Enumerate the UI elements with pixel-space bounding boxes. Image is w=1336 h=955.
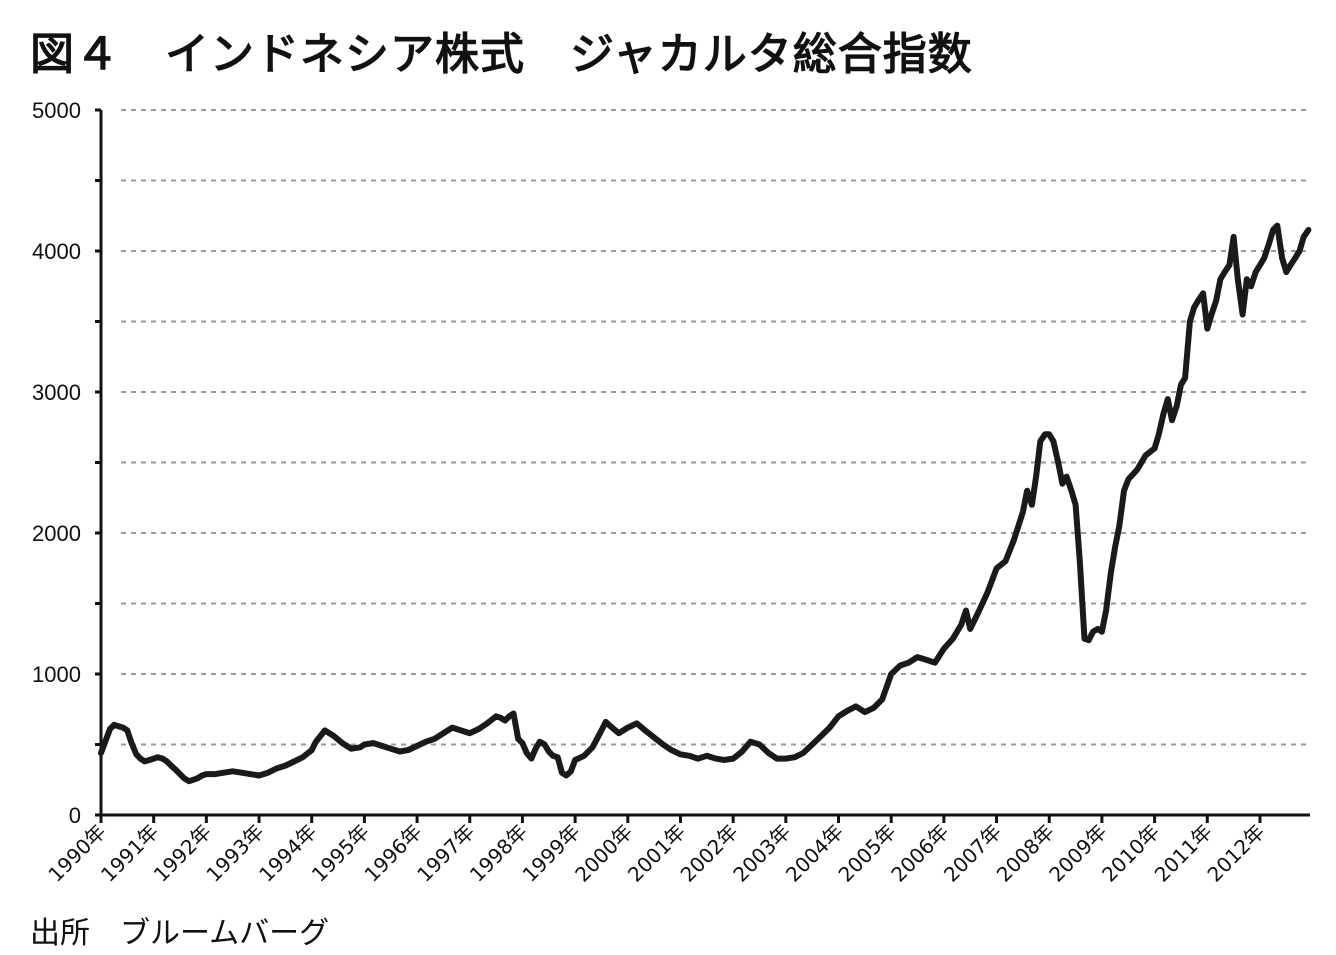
x-tick-label: 1995年 (307, 820, 374, 887)
x-axis-ticks: 1990年1991年1992年1993年1994年1995年1996年1997年… (43, 815, 1269, 887)
x-tick-label: 2007年 (939, 820, 1006, 887)
y-tick-label: 5000 (32, 98, 81, 123)
x-tick-label: 1994年 (254, 820, 321, 887)
x-tick-label: 2009年 (1044, 820, 1111, 887)
x-tick-label: 1993年 (201, 820, 268, 887)
x-tick-label: 2010年 (1097, 820, 1164, 887)
x-tick-label: 2012年 (1202, 820, 1269, 887)
x-tick-label: 1996年 (360, 820, 427, 887)
x-tick-label: 2001年 (623, 820, 690, 887)
series-line (98, 222, 1312, 785)
y-tick-label: 0 (69, 803, 81, 828)
x-tick-label: 1991年 (96, 820, 163, 887)
y-tick-label: 3000 (32, 380, 81, 405)
y-tick-label: 4000 (32, 239, 81, 264)
series-group (98, 222, 1312, 785)
y-tick-label: 2000 (32, 521, 81, 546)
grid-lines (121, 109, 1310, 746)
x-tick-label: 1999年 (518, 820, 585, 887)
page-title: 図４ インドネシア株式 ジャカルタ総合指数 (30, 29, 973, 80)
x-tick-label: 2006年 (886, 820, 953, 887)
x-tick-label: 2011年 (1150, 820, 1217, 887)
x-tick-label: 1992年 (149, 820, 216, 887)
x-tick-label: 1990年 (43, 820, 110, 887)
y-axis-ticks: 0 1000 2000 3000 4000 5000 (32, 98, 101, 828)
source-note: 出所 ブルームバーグ (30, 916, 330, 951)
x-tick-label: 2000年 (570, 820, 637, 887)
x-tick-label: 1998年 (465, 820, 532, 887)
x-tick-label: 2005年 (834, 820, 901, 887)
x-tick-label: 2002年 (676, 820, 743, 887)
x-tick-label: 1997年 (412, 820, 479, 887)
y-tick-label: 1000 (32, 662, 81, 687)
x-tick-label: 2008年 (992, 820, 1059, 887)
x-tick-label: 2004年 (781, 820, 848, 887)
x-tick-label: 2003年 (728, 820, 795, 887)
